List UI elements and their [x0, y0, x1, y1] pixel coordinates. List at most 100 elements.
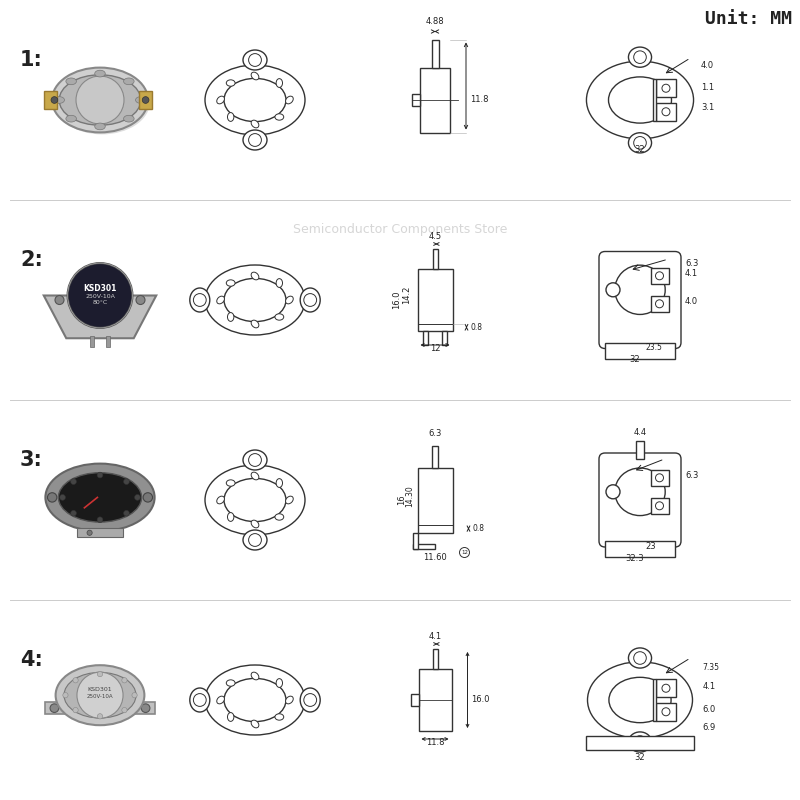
- Bar: [650, 296, 669, 312]
- Ellipse shape: [224, 678, 286, 722]
- Ellipse shape: [227, 313, 234, 322]
- Bar: [410, 694, 418, 706]
- Bar: [431, 39, 438, 67]
- Text: 23: 23: [645, 542, 656, 551]
- Text: 6.3: 6.3: [685, 470, 698, 480]
- FancyBboxPatch shape: [599, 251, 681, 349]
- Text: 80°C: 80°C: [92, 301, 108, 306]
- Bar: [433, 649, 438, 669]
- Text: 1.1: 1.1: [701, 82, 714, 91]
- Circle shape: [194, 294, 206, 306]
- Ellipse shape: [243, 450, 267, 470]
- Ellipse shape: [135, 97, 146, 103]
- Ellipse shape: [226, 680, 235, 686]
- Circle shape: [459, 547, 470, 558]
- Bar: [139, 91, 152, 109]
- Circle shape: [51, 97, 58, 103]
- Ellipse shape: [54, 70, 150, 134]
- Ellipse shape: [94, 70, 106, 77]
- Text: Unit: MM: Unit: MM: [705, 10, 792, 28]
- Bar: [423, 331, 428, 345]
- Bar: [418, 669, 451, 731]
- Ellipse shape: [251, 320, 259, 328]
- Circle shape: [304, 694, 317, 706]
- Bar: [433, 249, 438, 269]
- Ellipse shape: [251, 472, 259, 480]
- Ellipse shape: [224, 78, 286, 122]
- Text: 4.0: 4.0: [701, 62, 714, 70]
- Ellipse shape: [123, 78, 134, 85]
- Bar: [45, 702, 155, 714]
- Bar: [605, 541, 675, 557]
- Ellipse shape: [224, 478, 286, 522]
- Ellipse shape: [275, 114, 284, 120]
- Ellipse shape: [59, 74, 141, 126]
- Bar: [650, 470, 669, 486]
- Ellipse shape: [251, 720, 259, 728]
- Ellipse shape: [286, 96, 294, 104]
- Text: 4.1: 4.1: [685, 269, 698, 278]
- Ellipse shape: [629, 133, 651, 153]
- Text: 6.0: 6.0: [702, 705, 715, 714]
- Ellipse shape: [609, 77, 671, 123]
- Bar: [653, 79, 656, 121]
- Circle shape: [134, 494, 140, 500]
- Circle shape: [70, 510, 76, 516]
- Bar: [44, 91, 57, 109]
- Ellipse shape: [58, 473, 142, 522]
- Ellipse shape: [226, 480, 235, 486]
- Circle shape: [67, 263, 133, 328]
- Circle shape: [55, 295, 64, 305]
- Circle shape: [62, 693, 68, 698]
- Ellipse shape: [217, 496, 225, 504]
- Ellipse shape: [66, 115, 77, 122]
- Circle shape: [606, 282, 620, 297]
- Text: 12: 12: [430, 344, 440, 353]
- Bar: [650, 268, 669, 284]
- Circle shape: [249, 134, 262, 146]
- Circle shape: [73, 707, 78, 713]
- Ellipse shape: [46, 463, 154, 531]
- Text: 12: 12: [461, 550, 468, 555]
- Circle shape: [662, 108, 670, 116]
- Bar: [605, 342, 675, 358]
- Circle shape: [634, 652, 646, 664]
- Bar: [442, 331, 447, 345]
- Circle shape: [662, 84, 670, 92]
- Text: 11.8: 11.8: [426, 738, 444, 747]
- Circle shape: [655, 300, 663, 308]
- Circle shape: [77, 672, 123, 718]
- Text: 23.5: 23.5: [645, 343, 662, 353]
- Circle shape: [76, 76, 124, 124]
- Ellipse shape: [217, 696, 225, 704]
- Text: 11.8: 11.8: [470, 95, 489, 105]
- Bar: [413, 543, 435, 549]
- Ellipse shape: [64, 672, 136, 718]
- Text: KSD301: KSD301: [88, 687, 112, 692]
- Ellipse shape: [224, 278, 286, 322]
- Text: KSD301: KSD301: [83, 284, 117, 293]
- Circle shape: [122, 707, 127, 713]
- Circle shape: [70, 478, 76, 485]
- Circle shape: [249, 534, 262, 546]
- Ellipse shape: [275, 714, 284, 720]
- Ellipse shape: [300, 688, 320, 712]
- Bar: [636, 441, 644, 459]
- Polygon shape: [44, 295, 156, 338]
- Text: 16.0: 16.0: [471, 695, 490, 705]
- Text: 250V-10A: 250V-10A: [85, 294, 115, 298]
- Ellipse shape: [275, 314, 284, 320]
- Ellipse shape: [94, 123, 106, 130]
- Ellipse shape: [123, 115, 134, 122]
- Bar: [650, 498, 669, 514]
- Bar: [418, 467, 453, 533]
- Circle shape: [142, 97, 149, 103]
- Circle shape: [87, 530, 92, 535]
- Ellipse shape: [251, 120, 259, 128]
- Circle shape: [97, 472, 103, 478]
- Text: 32: 32: [634, 753, 646, 762]
- Ellipse shape: [286, 496, 294, 504]
- Ellipse shape: [243, 50, 267, 70]
- Circle shape: [606, 485, 620, 499]
- Ellipse shape: [251, 72, 259, 80]
